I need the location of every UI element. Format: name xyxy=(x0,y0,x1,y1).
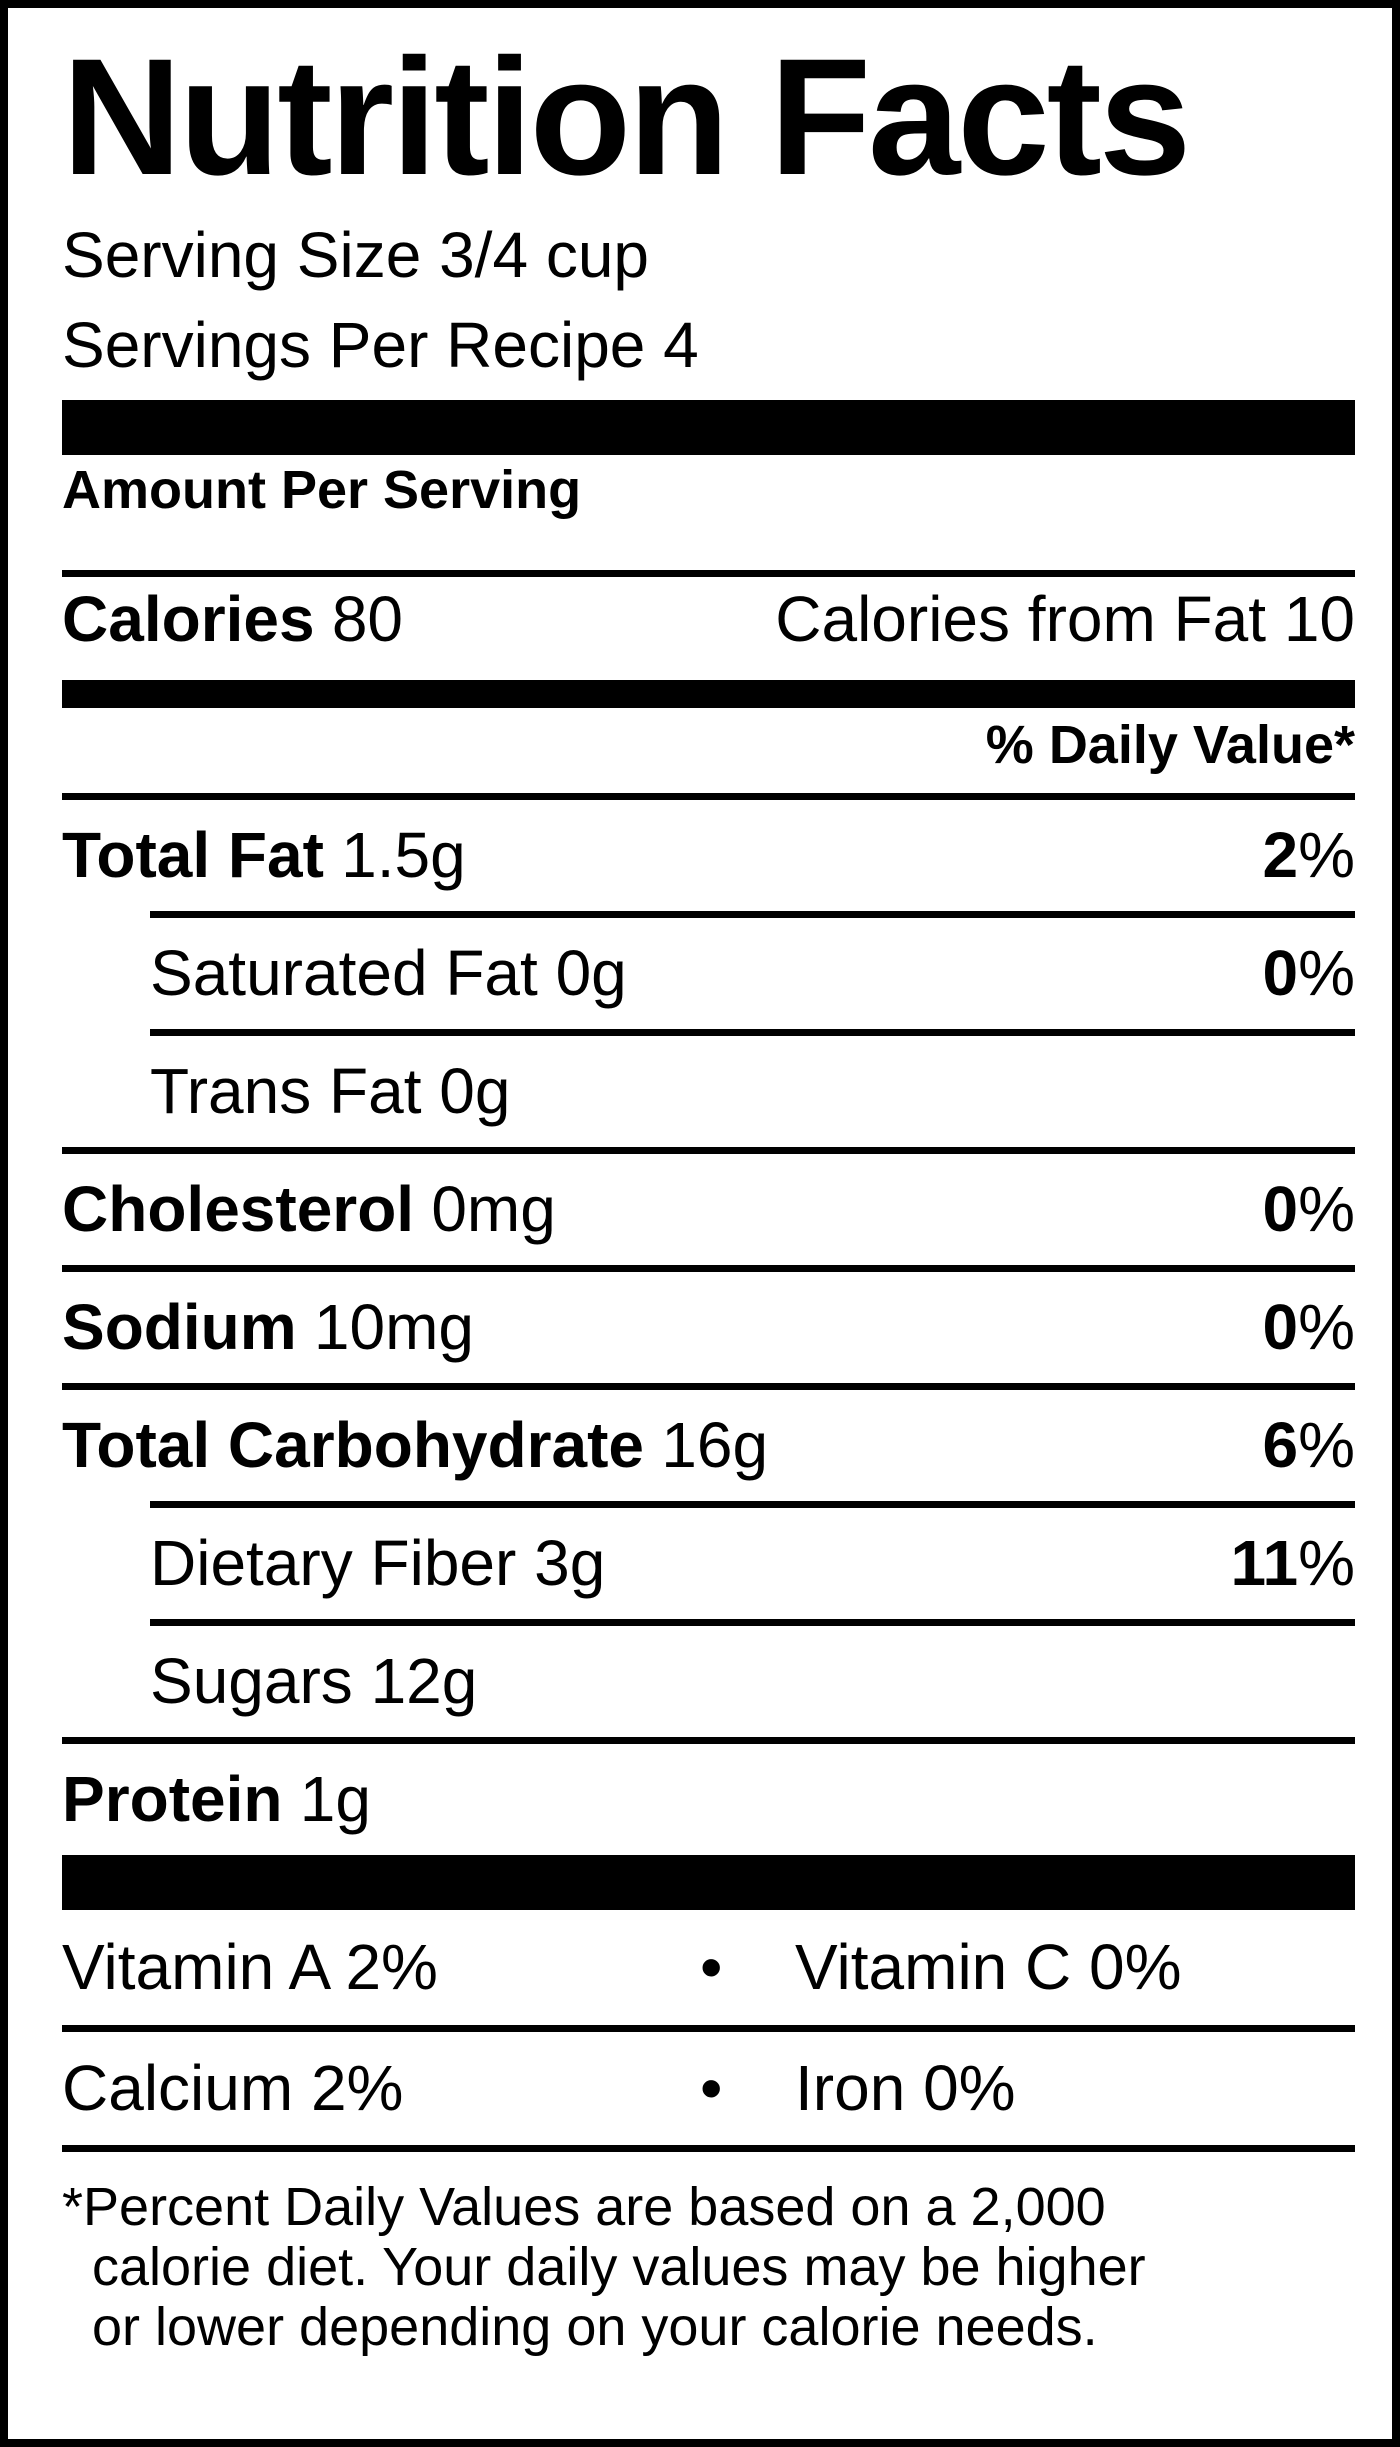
nutrient-amount: 1g xyxy=(299,1763,371,1835)
nutrient-amount: 0mg xyxy=(431,1173,556,1245)
dv-value: 0 xyxy=(1262,937,1299,1009)
nutrient-row-total-fat: Total Fat 1.5g 2% xyxy=(62,793,1355,911)
nutrient-amount: 1.5g xyxy=(341,819,466,891)
nutrient-row-saturated-fat: Saturated Fat 0g 0% xyxy=(150,911,1355,1029)
calories-label: Calories xyxy=(62,583,315,655)
percent-sign: % xyxy=(1298,1291,1355,1363)
nutrient-text: Dietary Fiber 3g xyxy=(150,1508,605,1619)
nutrient-name: Total Carbohydrate xyxy=(62,1409,644,1481)
nutrient-dv: 0% xyxy=(1263,1154,1356,1265)
percent-sign: % xyxy=(1298,1173,1355,1245)
calories-from-fat: Calories from Fat 10 xyxy=(775,583,1355,655)
calcium: Calcium 2% xyxy=(62,2052,404,2124)
nutrient-text: Sodium 10mg xyxy=(62,1272,474,1383)
percent-sign: % xyxy=(1298,819,1355,891)
percent-sign: % xyxy=(1298,937,1355,1009)
nutrient-row-trans-fat: Trans Fat 0g xyxy=(150,1029,1355,1147)
calories-value: 80 xyxy=(331,583,404,655)
nutrient-dv: 2% xyxy=(1263,800,1356,911)
iron: Iron 0% xyxy=(795,2052,1016,2124)
section-divider-bar-bottom xyxy=(62,1855,1355,1910)
serving-size: Serving Size 3/4 cup xyxy=(62,219,649,291)
bullet-separator-icon: • xyxy=(700,1931,723,2003)
section-divider-bar-top xyxy=(62,400,1355,455)
nutrient-amount: Saturated Fat 0g xyxy=(150,937,627,1009)
serving-block: Serving Size 3/4 cup Servings Per Recipe… xyxy=(62,210,1355,390)
dv-value: 11 xyxy=(1230,1527,1299,1599)
vitamin-row-a-c: Vitamin A 2% • Vitamin C 0% xyxy=(62,1910,1355,2025)
nutrient-text: Sugars 12g xyxy=(150,1626,477,1737)
nutrient-name: Total Fat xyxy=(62,819,324,891)
nutrient-name: Cholesterol xyxy=(62,1173,415,1245)
nutrient-amount: 16g xyxy=(661,1409,769,1481)
section-divider-bar-calories xyxy=(62,680,1355,708)
nutrient-dv: 6% xyxy=(1263,1390,1356,1501)
dv-value: 0 xyxy=(1262,1173,1299,1245)
percent-sign: % xyxy=(1298,1527,1355,1599)
daily-value-header: % Daily Value* xyxy=(985,715,1355,775)
nutrient-text: Trans Fat 0g xyxy=(150,1036,510,1147)
dv-value: 0 xyxy=(1262,1291,1299,1363)
nutrient-dv: 11% xyxy=(1230,1508,1355,1619)
nutrient-name: Sodium xyxy=(62,1291,297,1363)
vitamin-c: Vitamin C 0% xyxy=(795,1931,1182,2003)
nutrient-amount: Trans Fat 0g xyxy=(150,1055,511,1127)
nutrient-row-sodium: Sodium 10mg 0% xyxy=(62,1265,1355,1383)
nutrient-amount: Dietary Fiber 3g xyxy=(150,1527,606,1599)
nutrient-row-cholesterol: Cholesterol 0mg 0% xyxy=(62,1147,1355,1265)
footnote-line-3: or lower depending on your calorie needs… xyxy=(92,2297,1098,2357)
bullet-separator-icon: • xyxy=(700,2052,723,2124)
amount-per-serving-heading: Amount Per Serving xyxy=(62,460,582,520)
nutrient-row-total-carbohydrate: Total Carbohydrate 16g 6% xyxy=(62,1383,1355,1501)
nutrient-amount: 10mg xyxy=(313,1291,475,1363)
nutrient-dv: 0% xyxy=(1263,918,1356,1029)
nutrient-dv: 0% xyxy=(1263,1272,1356,1383)
nutrient-row-protein: Protein 1g xyxy=(62,1737,1355,1855)
dv-value: 2 xyxy=(1262,819,1299,891)
daily-value-footnote: *Percent Daily Values are based on a 2,0… xyxy=(62,2145,1355,2357)
calories-cell: Calories 80 xyxy=(62,577,403,661)
vitamin-a: Vitamin A 2% xyxy=(62,1931,438,2003)
nutrient-amount: Sugars 12g xyxy=(150,1645,478,1717)
percent-sign: % xyxy=(1298,1409,1355,1481)
dv-value: 6 xyxy=(1262,1409,1299,1481)
nutrient-text: Cholesterol 0mg xyxy=(62,1154,556,1265)
servings-per-recipe: Servings Per Recipe 4 xyxy=(62,309,699,381)
nutrient-row-sugars: Sugars 12g xyxy=(150,1619,1355,1737)
nutrient-name: Protein xyxy=(62,1763,283,1835)
nutrient-row-dietary-fiber: Dietary Fiber 3g 11% xyxy=(150,1501,1355,1619)
nutrient-text: Protein 1g xyxy=(62,1744,371,1855)
footnote-line-1: *Percent Daily Values are based on a 2,0… xyxy=(62,2177,1106,2237)
vitamin-row-calcium-iron: Calcium 2% • Iron 0% xyxy=(62,2025,1355,2145)
nutrient-text: Total Fat 1.5g xyxy=(62,800,466,911)
footnote-line-2: calorie diet. Your daily values may be h… xyxy=(92,2237,1146,2297)
nutrient-text: Saturated Fat 0g xyxy=(150,918,627,1029)
calories-row: Calories 80 Calories from Fat 10 xyxy=(62,570,1355,661)
label-title: Nutrition Facts xyxy=(62,25,1191,210)
nutrient-text: Total Carbohydrate 16g xyxy=(62,1390,768,1501)
